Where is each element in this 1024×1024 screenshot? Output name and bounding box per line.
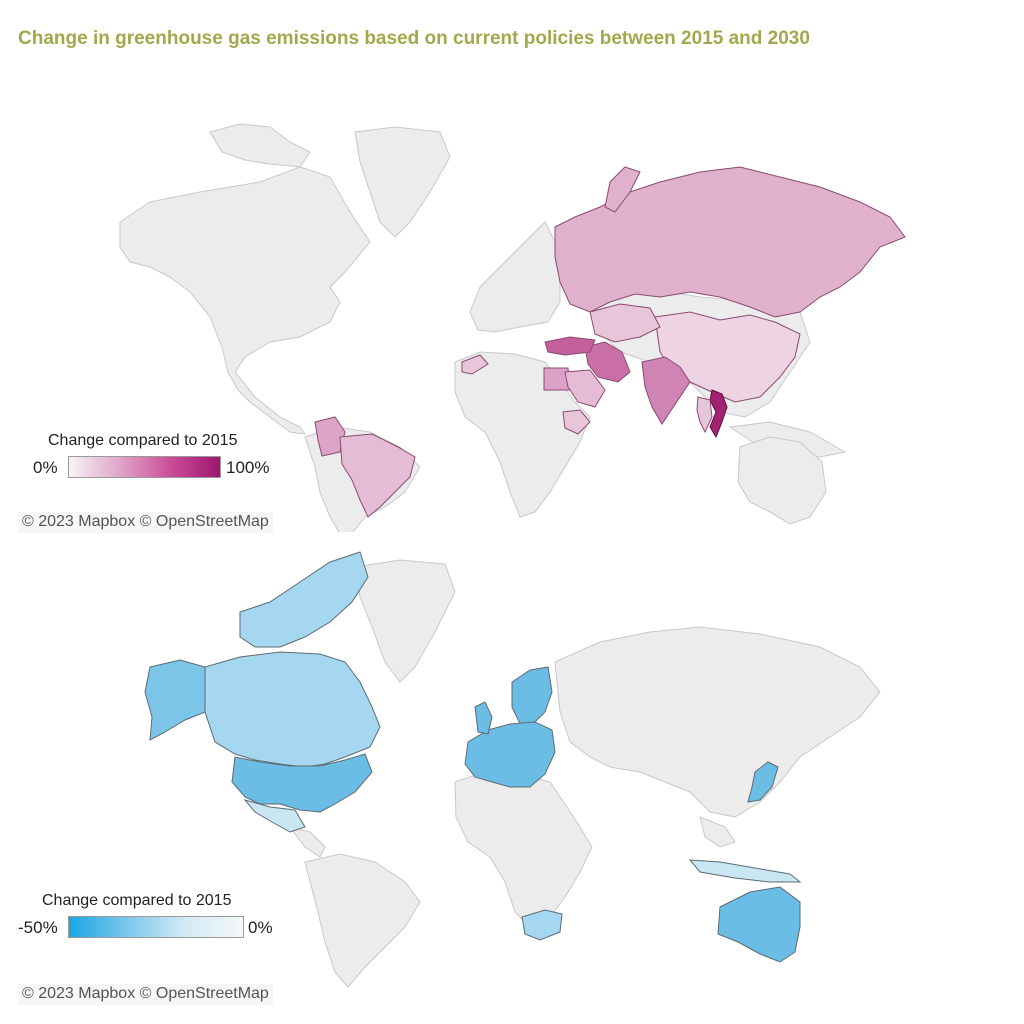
legend-color-scale-increase	[68, 456, 221, 478]
land-africa	[454, 771, 593, 928]
country-south-africa[interactable]	[521, 909, 563, 941]
land-africa	[454, 351, 591, 518]
legend-max-label-decrease: 0%	[248, 918, 273, 937]
land-asia	[554, 626, 881, 818]
legend-min-label-increase: 0%	[33, 458, 58, 477]
country-colombia[interactable]	[314, 416, 346, 457]
legend-title-decrease: Change compared to 2015	[42, 892, 232, 909]
country-turkey[interactable]	[544, 336, 596, 356]
land-north-america	[119, 166, 371, 435]
legend-color-scale-decrease	[68, 916, 244, 938]
legend-title-increase: Change compared to 2015	[48, 432, 238, 449]
country-brazil[interactable]	[339, 433, 416, 518]
country-usa-alaska[interactable]	[144, 659, 206, 741]
country-japan[interactable]	[747, 761, 779, 803]
country-iran[interactable]	[584, 341, 631, 383]
country-morocco[interactable]	[461, 354, 489, 375]
country-canada-islands[interactable]	[239, 551, 369, 648]
map-attribution-increase[interactable]: © 2023 Mapbox © OpenStreetMap	[18, 512, 273, 533]
land-southeast-asia	[699, 816, 736, 848]
country-russia[interactable]	[554, 166, 906, 318]
map-attribution-decrease[interactable]: © 2023 Mapbox © OpenStreetMap	[18, 984, 273, 1005]
country-kazakhstan[interactable]	[589, 303, 661, 343]
country-thailand[interactable]	[696, 396, 713, 434]
country-usa[interactable]	[231, 753, 373, 813]
country-saudi-arabia[interactable]	[564, 369, 606, 408]
country-canada[interactable]	[204, 651, 381, 768]
country-norway-sweden-finland[interactable]	[511, 666, 553, 725]
land-greenland	[354, 559, 456, 683]
country-indonesia[interactable]	[688, 859, 802, 883]
world-map-increase	[119, 123, 906, 532]
country-uk-ireland[interactable]	[474, 701, 493, 735]
land-central-america	[288, 826, 326, 858]
world-map-decrease	[144, 551, 881, 988]
land-south-america	[304, 853, 421, 988]
land-australia	[737, 436, 827, 525]
country-australia[interactable]	[717, 886, 801, 963]
legend-min-label-decrease: -50%	[18, 918, 58, 937]
country-european-union[interactable]	[464, 721, 556, 788]
land-canadian-islands	[209, 123, 311, 168]
map-decrease[interactable]: Change compared to 2015 -50% 0% © 2023 M…	[0, 542, 1024, 1005]
country-india[interactable]	[641, 356, 691, 425]
chart-title: Change in greenhouse gas emissions based…	[18, 28, 810, 49]
country-novaya-zemlya[interactable]	[604, 166, 641, 213]
land-europe	[469, 221, 561, 333]
country-ethiopia[interactable]	[562, 409, 591, 435]
map-increase[interactable]: Change compared to 2015 0% 100% © 2023 M…	[0, 72, 1024, 533]
country-vietnam[interactable]	[709, 389, 728, 439]
country-mexico[interactable]	[243, 799, 306, 833]
land-greenland	[354, 126, 451, 238]
legend-max-label-increase: 100%	[226, 458, 270, 477]
